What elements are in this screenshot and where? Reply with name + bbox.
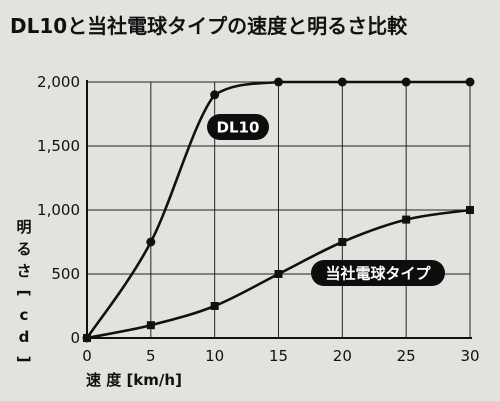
data-point	[465, 77, 475, 87]
x-tick-label: 25	[397, 347, 416, 365]
data-point	[210, 302, 219, 310]
data-point	[466, 206, 474, 214]
series-markers	[82, 77, 475, 343]
x-tick-label: 15	[269, 347, 288, 365]
data-point	[146, 237, 156, 247]
x-tick-label: 5	[146, 347, 156, 365]
x-tick-label: 30	[460, 347, 479, 365]
x-tick-label: 20	[333, 347, 352, 365]
y-axis-label-char: [	[15, 290, 33, 297]
series-labels: DL10 当社電球タイプ	[207, 114, 445, 286]
data-point	[146, 321, 155, 330]
axes	[86, 80, 472, 339]
y-tick-label: 0	[70, 329, 80, 347]
series-label: 当社電球タイプ	[325, 265, 431, 283]
chart-title: DL10と当社電球タイプの速度と明るさ比較	[10, 14, 408, 38]
y-axis-label-char: ]	[15, 356, 33, 363]
tick-labels: 0 5 10 15 20 25 30 0 500 1,000 1,500 2,000	[37, 73, 480, 365]
y-tick-label: 500	[51, 265, 80, 283]
data-point	[338, 238, 347, 246]
data-point	[337, 77, 347, 87]
series-label-bg	[207, 114, 269, 140]
grid	[87, 81, 471, 338]
series-label: DL10	[217, 119, 260, 137]
y-tick-label: 1,000	[37, 201, 80, 219]
data-point	[210, 90, 220, 100]
y-axis-label: 明るさ [ cd]	[15, 218, 33, 362]
y-tick-label: 2,000	[37, 73, 80, 91]
y-axis-label-char: 明	[16, 218, 31, 236]
x-tick-label: 0	[82, 347, 92, 365]
data-point	[402, 215, 411, 224]
data-point	[83, 334, 91, 342]
y-tick-label: 1,500	[37, 137, 80, 155]
y-axis-label-char: る	[16, 240, 31, 258]
y-axis-label-char: d	[19, 328, 30, 346]
y-axis-label-char: c	[20, 306, 29, 324]
series-label-bg	[311, 260, 445, 286]
data-point	[274, 270, 283, 278]
y-axis-label-char: さ	[16, 262, 31, 280]
x-tick-label: 10	[205, 347, 224, 365]
x-axis-label: 速 度 [km/h]	[86, 371, 182, 389]
data-point	[401, 77, 411, 87]
data-point	[274, 77, 283, 87]
